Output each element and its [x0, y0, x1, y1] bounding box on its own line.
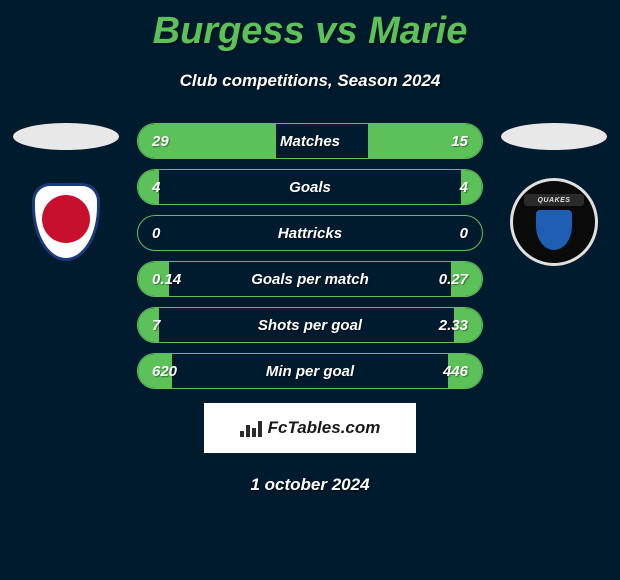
- stat-label: Goals: [138, 179, 482, 196]
- stat-label: Shots per goal: [138, 317, 482, 334]
- brand-text: FcTables.com: [268, 418, 381, 438]
- stat-label: Goals per match: [138, 271, 482, 288]
- team-left-logo: [16, 172, 116, 272]
- brand-chart-icon: [240, 419, 262, 437]
- stat-row: 4Goals4: [137, 169, 483, 205]
- team-right-logo: QUAKES: [504, 172, 604, 272]
- stat-row: 7Shots per goal2.33: [137, 307, 483, 343]
- quakes-logo-icon: QUAKES: [510, 178, 598, 266]
- stat-row: 620Min per goal446: [137, 353, 483, 389]
- player-silhouette-right: [501, 123, 607, 150]
- subtitle: Club competitions, Season 2024: [0, 71, 620, 91]
- stat-label: Matches: [138, 133, 482, 150]
- date-text: 1 october 2024: [0, 475, 620, 495]
- team-right-column: QUAKES: [501, 123, 607, 272]
- team-left-column: [13, 123, 119, 272]
- stat-label: Min per goal: [138, 363, 482, 380]
- page-title: Burgess vs Marie: [0, 0, 620, 53]
- brand-box[interactable]: FcTables.com: [204, 403, 416, 453]
- stat-row: 0Hattricks0: [137, 215, 483, 251]
- quakes-logo-text: QUAKES: [538, 197, 571, 204]
- stats-column: 29Matches15 4Goals4 0Hattricks0 0.14Goals p…: [137, 123, 483, 389]
- fc-dallas-logo-icon: [32, 183, 100, 261]
- stat-row: 29Matches15: [137, 123, 483, 159]
- player-silhouette-left: [13, 123, 119, 150]
- main-area: 29Matches15 4Goals4 0Hattricks0 0.14Goals p…: [0, 123, 620, 389]
- stat-row: 0.14Goals per match0.27: [137, 261, 483, 297]
- stat-label: Hattricks: [138, 225, 482, 242]
